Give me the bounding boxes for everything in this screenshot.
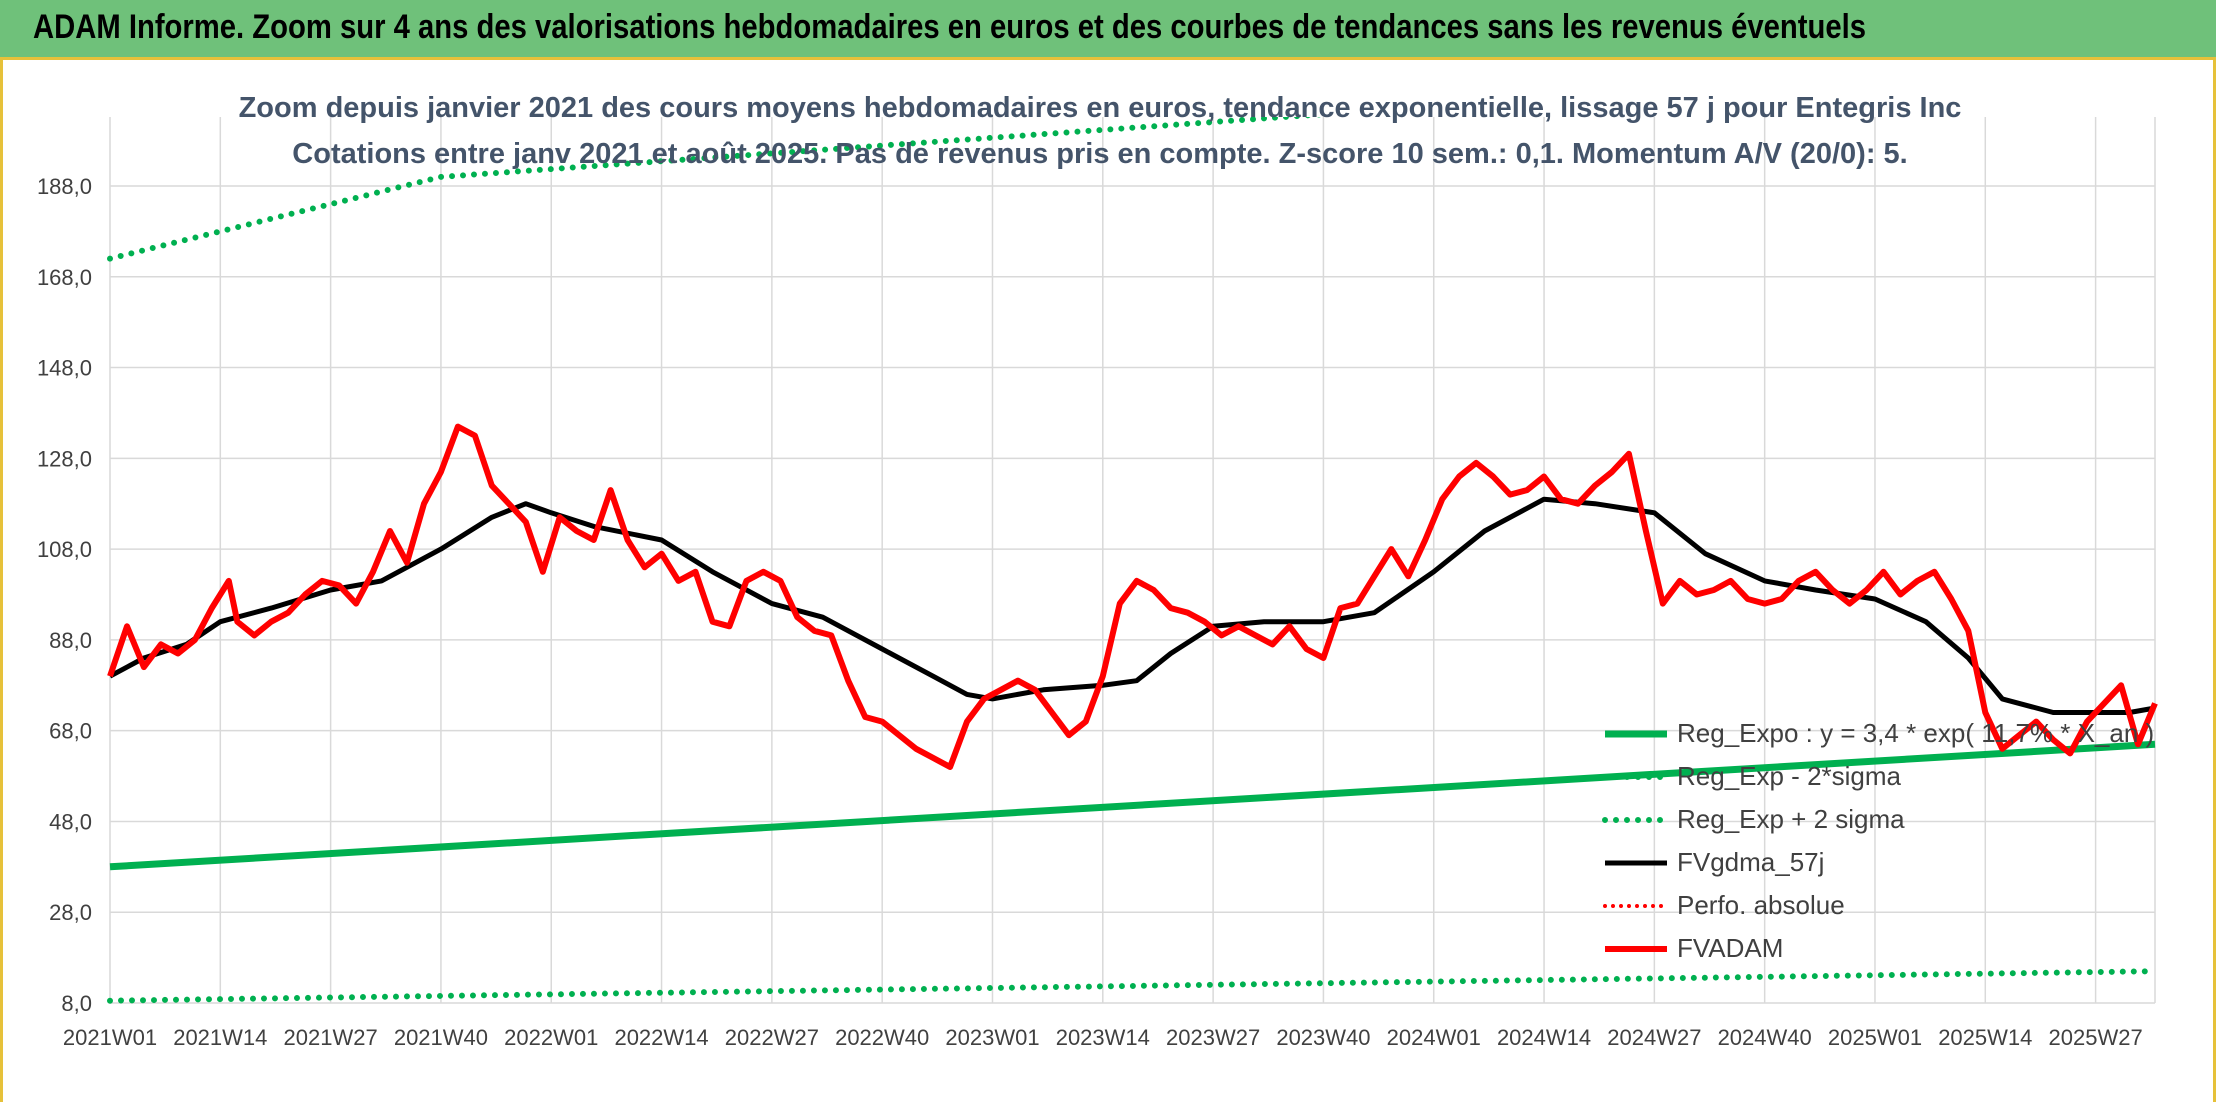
y-tick-label: 148,0 (37, 356, 92, 381)
series-line-1 (107, 968, 2158, 1004)
legend-label: FVgdma_57j (1677, 847, 1824, 877)
x-tick-label: 2025W01 (1828, 1025, 1922, 1050)
y-tick-label: 188,0 (37, 174, 92, 199)
y-tick-label: 168,0 (37, 265, 92, 290)
y-tick-label: 48,0 (49, 809, 92, 834)
x-tick-label: 2025W14 (1938, 1025, 2032, 1050)
subtitle-line-1: Zoom depuis janvier 2021 des cours moyen… (239, 92, 1962, 124)
legend-label: FVADAM (1677, 933, 1783, 963)
y-tick-label: 88,0 (49, 628, 92, 653)
y-tick-label: 68,0 (49, 719, 92, 744)
chart-title: ADAM Informe. Zoom sur 4 ans des valoris… (33, 8, 1866, 46)
x-tick-label: 2021W27 (284, 1025, 378, 1050)
legend-label: Reg_Exp - 2*sigma (1677, 761, 1902, 791)
x-tick-label: 2021W14 (173, 1025, 267, 1050)
x-tick-label: 2024W01 (1387, 1025, 1481, 1050)
x-tick-label: 2022W40 (835, 1025, 929, 1050)
x-tick-label: 2022W14 (614, 1025, 708, 1050)
chart-frame (0, 60, 2216, 1102)
chart-legend: Reg_Expo : y = 3,4 * exp( 11,7% * X_an )… (1602, 718, 2154, 963)
y-tick-label: 108,0 (37, 537, 92, 562)
y-tick-label: 128,0 (37, 446, 92, 471)
chart-subtitle: Zoom depuis janvier 2021 des cours moyen… (239, 92, 1962, 170)
y-tick-label: 28,0 (49, 900, 92, 925)
x-tick-label: 2023W01 (945, 1025, 1039, 1050)
y-axis: 8,0 28,0 48,0 68,0 88,0 108,0 128,0 148,0 168,0 1… (37, 174, 92, 1016)
x-tick-label: 2022W01 (504, 1025, 598, 1050)
chart-series (107, 117, 2158, 1004)
series-line-5 (107, 423, 2158, 770)
x-tick-label: 2023W14 (1056, 1025, 1150, 1050)
legend-label: Reg_Expo : y = 3,4 * exp( 11,7% * X_an ) (1677, 718, 2154, 748)
x-axis: 2021W01 2021W14 2021W27 2021W40 2022W01 2022W… (63, 1025, 2143, 1050)
x-tick-label: 2022W27 (725, 1025, 819, 1050)
x-tick-label: 2024W14 (1497, 1025, 1591, 1050)
series-line-3 (108, 496, 2156, 715)
series-line-0 (109, 740, 2156, 871)
x-tick-label: 2021W01 (63, 1025, 157, 1050)
chart-title-banner: ADAM Informe. Zoom sur 4 ans des valoris… (0, 0, 2216, 60)
chart-gridlines (109, 117, 2156, 1004)
x-tick-label: 2021W40 (394, 1025, 488, 1050)
x-tick-label: 2025W27 (2049, 1025, 2143, 1050)
x-tick-label: 2024W40 (1718, 1025, 1812, 1050)
legend-label: Reg_Exp + 2 sigma (1677, 804, 1905, 834)
x-tick-label: 2024W27 (1607, 1025, 1701, 1050)
y-tick-label: 8,0 (61, 991, 92, 1016)
subtitle-line-2: Cotations entre janv 2021 et août 2025. … (292, 138, 1907, 170)
legend-label: Perfo. absolue (1677, 890, 1845, 920)
x-tick-label: 2023W40 (1276, 1025, 1370, 1050)
x-tick-label: 2023W27 (1166, 1025, 1260, 1050)
